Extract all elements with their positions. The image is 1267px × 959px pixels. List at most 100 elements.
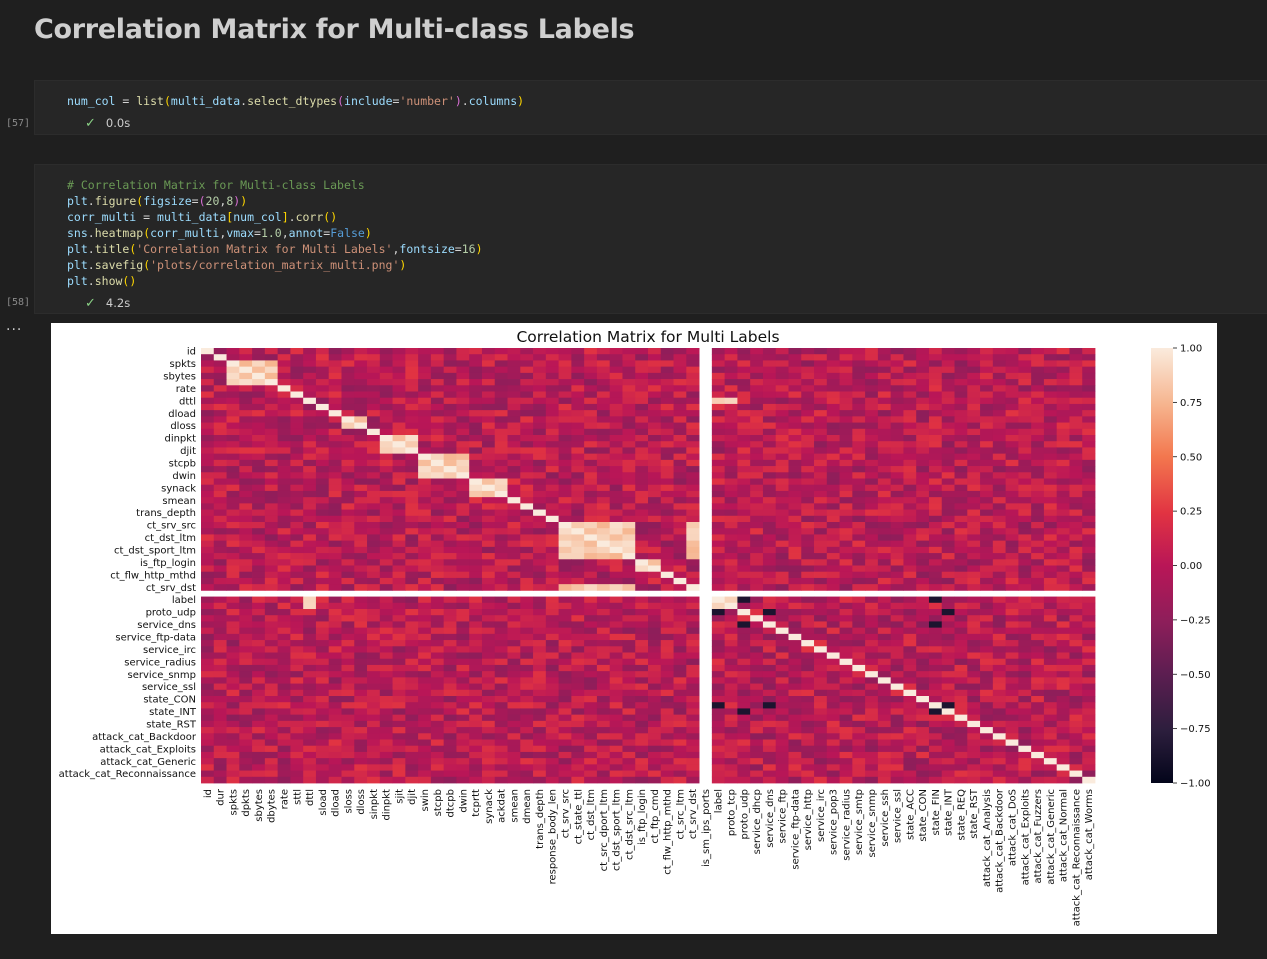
heatmap-cell: [686, 428, 700, 436]
heatmap-cell: [711, 416, 726, 423]
col-tick-label: stcpb: [433, 789, 444, 816]
heatmap-cell: [1018, 410, 1032, 417]
heatmap-cell: [367, 658, 381, 666]
heatmap-cell: [673, 441, 687, 448]
heatmap-cell: [967, 472, 981, 479]
heatmap-cell: [584, 571, 598, 579]
more-actions-icon[interactable]: ···: [6, 322, 23, 338]
code-line[interactable]: plt.savefig('plots/correlation_matrix_mu…: [67, 257, 406, 273]
heatmap-cell: [239, 640, 253, 647]
heatmap-cell: [609, 584, 623, 591]
heatmap-cell: [890, 683, 904, 691]
heatmap-cell: [418, 733, 432, 740]
heatmap-cell: [443, 540, 457, 548]
col-tick-label: rate: [280, 789, 291, 809]
heatmap-cell: [226, 472, 240, 479]
heatmap-cell: [1005, 522, 1019, 529]
heatmap-cell: [1082, 689, 1096, 697]
heatmap-cell: [980, 453, 994, 461]
heatmap-cell: [967, 584, 981, 591]
heatmap-cell: [814, 615, 828, 622]
heatmap-cell: [673, 683, 687, 691]
heatmap-cell: [865, 733, 879, 740]
code-line[interactable]: corr_multi = multi_data[num_col].corr(): [67, 209, 337, 225]
heatmap-cell: [354, 584, 368, 591]
code-cell-57[interactable]: num_col = list(multi_data.select_dtypes(…: [34, 80, 1267, 135]
code-line[interactable]: # Correlation Matrix for Multi-class Lab…: [67, 177, 365, 193]
heatmap-cell: [750, 652, 764, 660]
heatmap-cell: [903, 546, 917, 554]
heatmap-cell: [315, 490, 330, 498]
code-line[interactable]: sns.heatmap(corr_multi,vmax=1.0,annot=Fa…: [67, 225, 372, 241]
heatmap-cell: [980, 640, 994, 647]
heatmap-cell: [213, 714, 227, 722]
heatmap-cell: [315, 758, 330, 765]
heatmap-cell: [1069, 459, 1083, 467]
heatmap-output: Correlation Matrix for Multi Labels id sp…: [51, 323, 1217, 934]
heatmap-cell: [903, 615, 917, 622]
heatmap-cell: [737, 770, 751, 778]
heatmap-cell: [788, 459, 802, 467]
heatmap-cell: [341, 422, 355, 430]
heatmap-cell: [762, 348, 777, 355]
heatmap-cell: [545, 509, 559, 517]
heatmap-cell: [852, 478, 866, 486]
heatmap-cell: [648, 441, 662, 448]
heatmap-cell: [622, 764, 636, 771]
heatmap-cell: [1069, 447, 1083, 455]
heatmap-cell: [1069, 534, 1083, 542]
heatmap-cell: [686, 379, 700, 386]
heatmap-cell: [635, 596, 649, 604]
heatmap-cell: [737, 609, 751, 616]
code-token: select_dtypes: [247, 94, 338, 108]
heatmap-cell: [303, 559, 317, 566]
heatmap-cell: [648, 565, 662, 573]
heatmap-cell: [673, 627, 687, 635]
heatmap-cell: [928, 708, 943, 716]
heatmap-cell: [392, 553, 406, 560]
code-line[interactable]: plt.title('Correlation Matrix for Multi …: [67, 241, 483, 257]
heatmap-cell: [1005, 528, 1019, 535]
col-tick-label: state_INT: [944, 788, 955, 836]
heatmap-cell: [1043, 689, 1058, 697]
heatmap-cell: [903, 522, 917, 529]
heatmap-cell: [954, 410, 968, 417]
heatmap-cell: [1056, 720, 1070, 728]
heatmap-cell: [213, 490, 227, 498]
heatmap-cell: [673, 577, 687, 585]
heatmap-cell: [890, 379, 904, 386]
code-cell-58[interactable]: # Correlation Matrix for Multi-class Lab…: [34, 164, 1267, 314]
heatmap-cell: [673, 553, 687, 560]
heatmap-cell: [980, 528, 994, 535]
code-token: 16: [461, 242, 476, 256]
heatmap-cell: [252, 385, 266, 392]
heatmap-cell: [788, 577, 802, 585]
heatmap-cell: [801, 466, 815, 473]
heatmap-cell: [303, 596, 317, 604]
heatmap-cell: [545, 689, 559, 697]
heatmap-cell: [826, 484, 840, 492]
heatmap-cell: [686, 776, 700, 784]
heatmap-cell: [277, 658, 291, 666]
heatmap-cell: [494, 571, 508, 579]
heatmap-cell: [916, 640, 930, 647]
heatmap-cell: [928, 609, 943, 616]
heatmap-cell: [507, 428, 521, 436]
heatmap-cell: [277, 770, 291, 778]
heatmap-cell: [877, 546, 892, 554]
heatmap-cell: [290, 490, 304, 498]
heatmap-cell: [226, 714, 240, 722]
heatmap-cell: [916, 633, 930, 641]
heatmap-cell: [430, 534, 445, 542]
heatmap-cell: [315, 584, 330, 591]
code-line[interactable]: num_col = list(multi_data.select_dtypes(…: [67, 93, 524, 109]
heatmap-cell: [533, 714, 547, 722]
code-line[interactable]: plt.show(): [67, 273, 136, 289]
heatmap-cell: [750, 615, 764, 622]
heatmap-cell: [877, 602, 892, 610]
heatmap-cell: [737, 472, 751, 479]
heatmap-cell: [303, 372, 317, 380]
code-line[interactable]: plt.figure(figsize=(20,8)): [67, 193, 247, 209]
row-tick-label: dinpkt: [164, 434, 196, 445]
heatmap-cell: [584, 683, 598, 691]
